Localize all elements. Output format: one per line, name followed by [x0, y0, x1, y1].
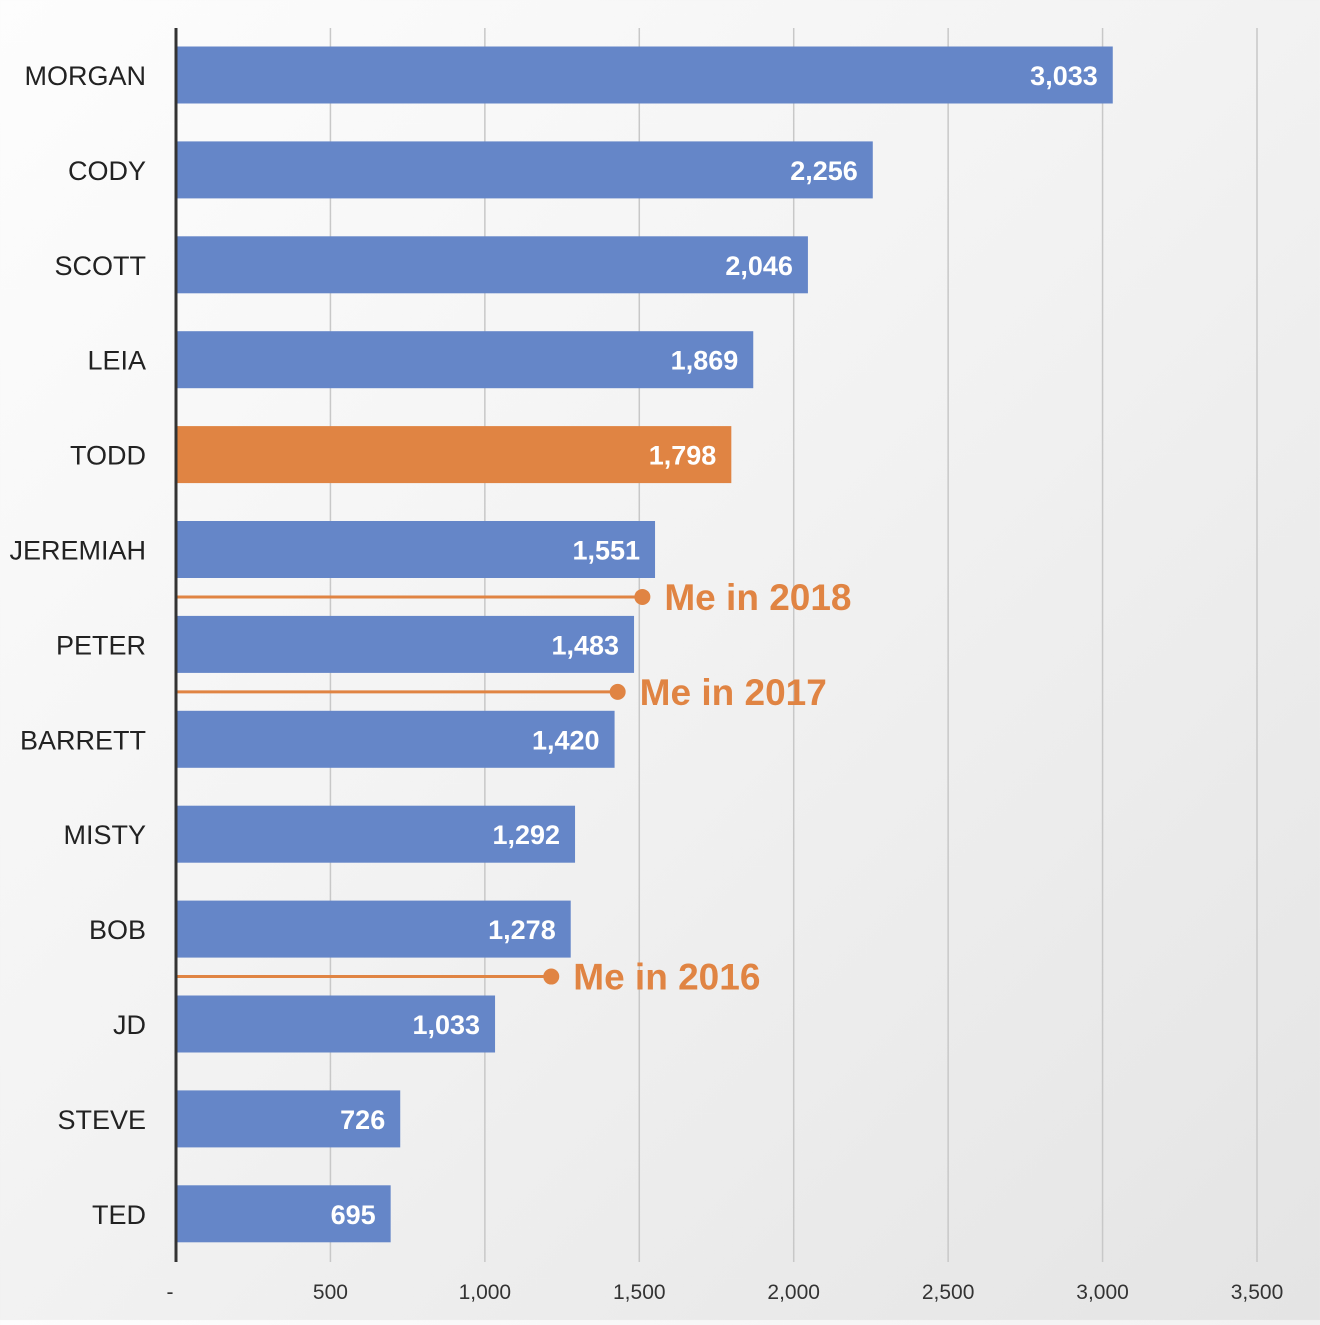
x-tick-label: 2,500	[922, 1281, 975, 1304]
bar-peter	[176, 615, 635, 673]
value-label: 1,483	[551, 630, 619, 660]
category-label: PETER	[56, 630, 146, 660]
value-label: 1,869	[671, 346, 739, 376]
annotation-label: Me in 2016	[573, 957, 760, 998]
annotation-label: Me in 2018	[664, 577, 851, 618]
x-tick-label: 3,000	[1076, 1281, 1129, 1304]
bar-bob	[176, 900, 571, 958]
category-label: MISTY	[63, 820, 146, 850]
annotation-label: Me in 2017	[640, 672, 827, 713]
x-tick-label: 2,000	[767, 1281, 820, 1304]
annotation-marker	[543, 968, 560, 985]
category-label: MORGAN	[25, 61, 147, 91]
bar-scott	[176, 236, 808, 294]
value-label: 1,420	[532, 725, 600, 755]
x-tick-label: 3,500	[1231, 1281, 1284, 1304]
annotation-marker	[609, 683, 626, 700]
category-label: LEIA	[87, 346, 146, 376]
bar-steve	[176, 1090, 401, 1148]
bar-morgan	[176, 46, 1113, 104]
category-label: BOB	[89, 915, 146, 945]
value-label: 726	[340, 1105, 385, 1135]
bar-cody	[176, 141, 873, 199]
category-label: STEVE	[57, 1105, 146, 1135]
value-label: 3,033	[1030, 61, 1098, 91]
bar-ted	[176, 1185, 391, 1243]
category-label: TODD	[70, 441, 146, 471]
annotation-marker	[634, 588, 651, 605]
category-label: JEREMIAH	[9, 536, 146, 566]
x-tick-label: 1,000	[459, 1281, 512, 1304]
value-label: 1,551	[572, 536, 640, 566]
value-label: 1,033	[412, 1010, 480, 1040]
x-tick-label: -	[167, 1281, 174, 1304]
bar-barrett	[176, 710, 615, 768]
bar-jeremiah	[176, 521, 656, 578]
value-label: 1,798	[649, 441, 717, 471]
category-label: JD	[113, 1010, 146, 1040]
bar-jd	[176, 995, 496, 1053]
value-label: 1,278	[488, 915, 556, 945]
category-label: CODY	[68, 156, 146, 186]
bar-misty	[176, 805, 576, 863]
value-label: 695	[331, 1200, 376, 1230]
x-tick-label: 500	[313, 1281, 348, 1304]
category-label: BARRETT	[20, 725, 146, 755]
bar-leia	[176, 331, 754, 389]
category-label: SCOTT	[55, 251, 147, 281]
value-label: 2,046	[725, 251, 793, 281]
x-tick-label: 1,500	[613, 1281, 666, 1304]
value-label: 2,256	[790, 156, 858, 186]
value-label: 1,292	[492, 820, 560, 850]
category-label: TED	[92, 1200, 146, 1230]
bar-todd	[176, 426, 732, 484]
